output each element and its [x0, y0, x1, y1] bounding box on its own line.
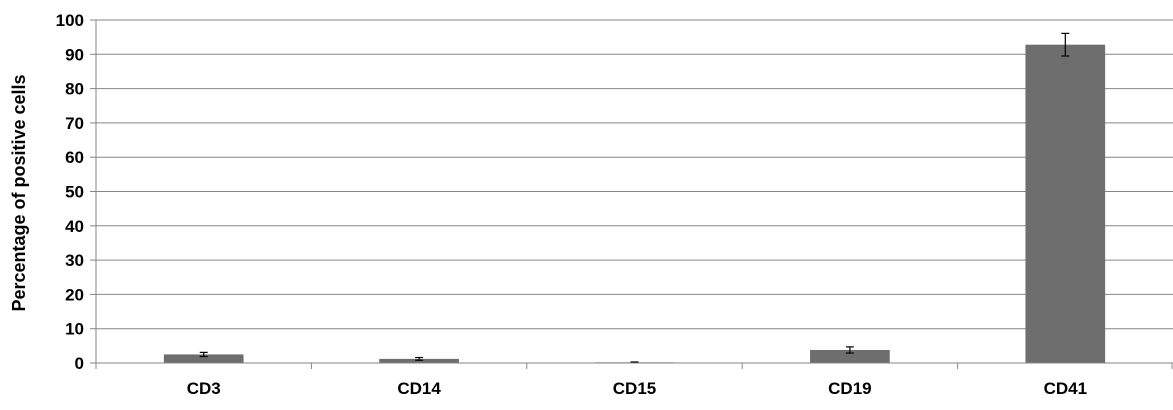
- y-tick-label: 70: [65, 114, 84, 133]
- y-axis-title: Percentage of positive cells: [9, 74, 29, 311]
- y-tick-label: 80: [65, 80, 84, 99]
- y-tick-label: 60: [65, 148, 84, 167]
- bars: [163, 44, 1106, 364]
- y-tick-label: 0: [75, 354, 84, 373]
- x-tick-label-cd3: CD3: [187, 379, 221, 398]
- x-tick-label-cd14: CD14: [397, 379, 441, 398]
- y-tick-label: 10: [65, 320, 84, 339]
- bar-cd41: [1025, 44, 1106, 364]
- bar-cd3: [163, 354, 244, 363]
- x-tick-label-cd19: CD19: [828, 379, 871, 398]
- y-tick-label: 30: [65, 251, 84, 270]
- y-tick-label: 90: [65, 45, 84, 64]
- x-tick-label-cd41: CD41: [1044, 379, 1087, 398]
- y-tick-label: 50: [65, 183, 84, 202]
- x-tick-label-cd15: CD15: [613, 379, 656, 398]
- error-bars: [199, 32, 1070, 364]
- y-tick-label: 40: [65, 217, 84, 236]
- bar-cd19: [810, 349, 890, 363]
- y-tick-label: 100: [56, 11, 84, 30]
- axes: [90, 19, 1173, 369]
- gridlines: [96, 19, 1173, 330]
- y-tick-label: 20: [65, 285, 84, 304]
- bar-cd14: [379, 358, 459, 363]
- tick-labels: 0 10 20 30 40 50 60 70 80 90 100 CD3 CD14 CD15 CD19 CD4…: [56, 11, 1087, 398]
